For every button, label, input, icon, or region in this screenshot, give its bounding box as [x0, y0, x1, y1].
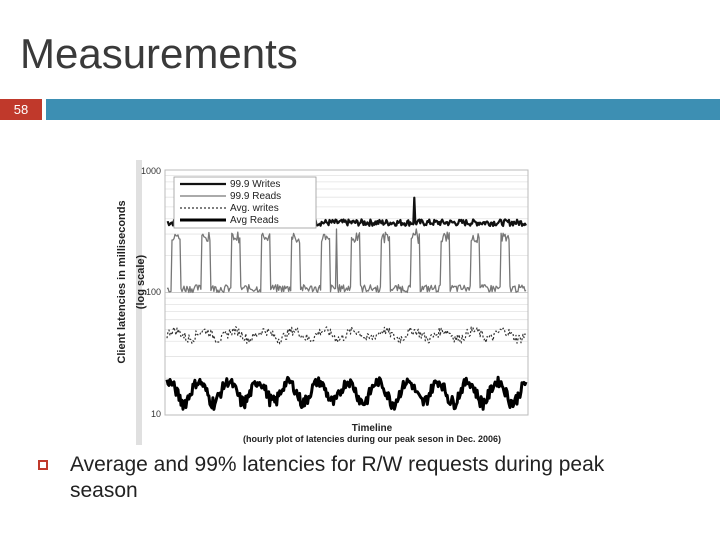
header-bar	[46, 99, 720, 120]
chart-legend: 99.9 Writes 99.9 Reads Avg. writes Avg R…	[173, 176, 317, 229]
series-line	[165, 375, 528, 411]
y-axis-label: Client latencies in milliseconds	[116, 200, 128, 363]
chart-scan-edge	[136, 160, 142, 445]
bullet-icon	[38, 460, 48, 470]
series-layer	[165, 196, 528, 411]
y-tick-label: 1000	[141, 166, 161, 176]
latency-chart-svg: 1000 100 10 Client latencies in millisec…	[116, 160, 529, 445]
x-axis-label: Timeline	[352, 423, 393, 434]
latency-chart: 1000 100 10 Client latencies in millisec…	[108, 160, 538, 445]
y-tick-label: 10	[151, 409, 161, 419]
legend-label: 99.9 Reads	[230, 191, 281, 202]
slide-number: 58	[13, 102, 29, 117]
slide-title: Measurements	[20, 30, 298, 77]
series-line	[166, 228, 527, 294]
slide-number-badge	[0, 99, 42, 120]
y-tick-label: 100	[146, 287, 161, 297]
legend-label: 99.9 Writes	[230, 179, 280, 190]
legend-label: Avg Reads	[230, 215, 279, 226]
plot-area	[164, 169, 529, 416]
bullet-text: Average and 99% latencies for R/W reques…	[70, 453, 605, 502]
x-axis-sublabel: (hourly plot of latencies during our pea…	[243, 434, 501, 444]
y-axis-sublabel: (log scale)	[135, 254, 147, 309]
legend-label: Avg. writes	[230, 203, 279, 214]
